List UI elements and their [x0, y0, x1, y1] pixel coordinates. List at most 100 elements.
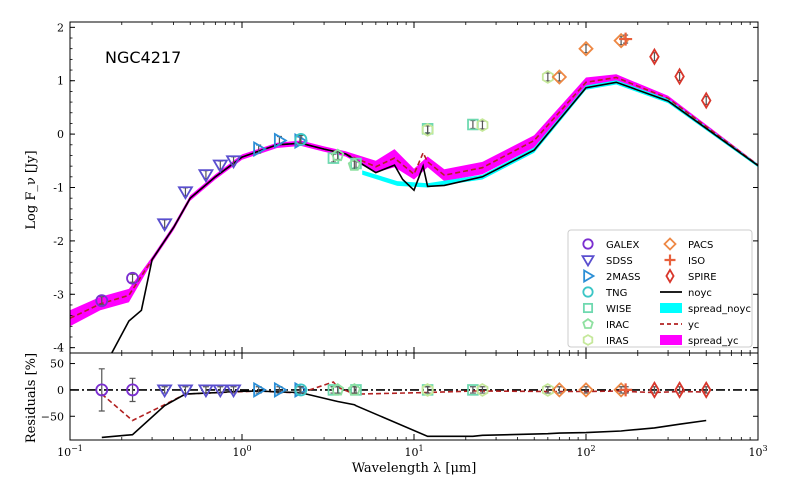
ytick-label-main: 2 [57, 21, 64, 34]
legend-label-galex: GALEX [606, 240, 639, 251]
legend: GALEX SDSS 2MASS TNG WISE IRAC IRAS PACS ISO SPIR… [567, 229, 753, 348]
xtick-label: 103 [748, 444, 767, 459]
line-noyc [110, 81, 758, 353]
residual-point-spire-0 [649, 380, 660, 399]
ytick-label-main: -1 [53, 182, 64, 195]
main-observations [95, 32, 712, 308]
ytick-label-res: −50 [41, 410, 64, 423]
xtick-label: 100 [232, 444, 251, 459]
ytick-label-res: 50 [50, 358, 64, 371]
legend-label-irac: IRAC [606, 320, 629, 331]
legend-marker-irac [582, 317, 594, 329]
y-axis-label-residuals: Residuals [%] [24, 353, 39, 443]
legend-label-wise: WISE [606, 304, 632, 315]
legend-label-tng: TNG [605, 288, 627, 299]
residual-errorbar-irac [334, 386, 341, 394]
xtick-label: 102 [576, 444, 595, 459]
residual-errorbar-pacs [583, 386, 589, 394]
residual-point-sdss-2 [197, 384, 215, 399]
ytick-label-main: -3 [53, 288, 64, 301]
legend-label-2mass: 2MASS [606, 272, 641, 283]
legend-label-yc: yc [688, 320, 699, 331]
legend-marker-wise [582, 302, 594, 314]
point-sdss-0 [156, 218, 173, 233]
residual-errorbar-galex [129, 377, 136, 403]
point-iras-2 [541, 70, 554, 84]
residual-point-sdss-3 [212, 384, 229, 399]
residual-point-irac-0 [331, 382, 345, 396]
point-iso-0 [619, 32, 633, 46]
residual-point-irac-1 [347, 382, 361, 396]
chart-title: NGC4217 [105, 48, 181, 67]
legend-label-spread_noyc: spread_noyc [688, 304, 751, 315]
legend-label-iso: ISO [688, 256, 705, 267]
errorbar-galex [130, 273, 136, 283]
residual-point-tng-0 [294, 383, 308, 397]
point-pacs-1 [578, 40, 594, 57]
point-2mass-1 [273, 132, 288, 149]
point-sdss-2 [197, 169, 215, 183]
legend-marker-galex [582, 238, 594, 250]
residual-point-sdss-1 [177, 384, 194, 399]
errorbar-iras [545, 72, 551, 82]
residual-errorbar-irac [351, 386, 358, 394]
residual-line-noyc [101, 390, 707, 439]
residual-errorbar-galex [98, 368, 105, 412]
legend-marker-tng [582, 286, 594, 298]
point-wise-1 [350, 157, 362, 170]
errorbar-galex [99, 296, 105, 306]
residual-point-iras-0 [421, 383, 434, 397]
xtick-label: 101 [404, 444, 423, 459]
legend-label-pacs: PACS [688, 240, 713, 251]
legend-label-sdss: SDSS [606, 256, 633, 267]
xtick-label: 10−1 [57, 444, 83, 459]
errorbar-pacs [556, 72, 562, 82]
residual-point-2mass-0 [253, 381, 267, 398]
ytick-label-res: 0 [57, 384, 64, 397]
point-2mass-0 [253, 140, 267, 158]
residual-point-iso-0 [619, 383, 633, 397]
legend-swatch-spread_noyc [660, 303, 682, 313]
point-pacs-0 [551, 69, 568, 85]
point-iras-0 [421, 122, 434, 137]
main-plot-area [70, 74, 758, 353]
legend-marker-spire [665, 268, 675, 284]
ytick-label-main: 1 [57, 75, 64, 88]
residual-point-pacs-0 [551, 382, 568, 398]
ytick-label-main: -2 [53, 235, 64, 248]
residual-point-spire-2 [700, 380, 712, 399]
errorbar-pacs [583, 44, 589, 54]
legend-marker-sdss [580, 255, 596, 268]
errorbar-tng [298, 134, 304, 145]
ytick-label-main: 0 [57, 128, 64, 141]
legend-marker-iras [582, 334, 594, 346]
point-tng-0 [294, 133, 308, 146]
point-irac-0 [331, 148, 345, 162]
residual-point-2mass-1 [273, 381, 288, 398]
legend-label-iras: IRAS [606, 336, 629, 347]
residual-point-pacs-1 [578, 382, 594, 398]
x-axis-label: Wavelength λ [μm] [352, 461, 477, 476]
point-galex-1 [126, 271, 139, 285]
residual-errorbar-wise [469, 386, 476, 394]
legend-marker-2mass [583, 268, 596, 284]
errorbar-pacs [618, 36, 624, 46]
residuals-plot-area [70, 368, 758, 439]
point-spire-1 [674, 67, 685, 86]
point-sdss-1 [177, 186, 194, 201]
point-spire-0 [649, 47, 660, 66]
residual-errorbar-iras [424, 386, 431, 394]
residual-point-galex-1 [126, 383, 139, 397]
legend-label-spire: SPIRE [688, 272, 717, 283]
residual-errorbar-tng [297, 386, 304, 394]
ytick-label-main: -4 [53, 342, 64, 355]
residual-errorbar-iras [479, 386, 486, 394]
legend-label-spread_yc: spread_yc [688, 336, 739, 347]
legend-box [567, 229, 753, 348]
residual-point-spire-1 [674, 380, 685, 399]
point-sdss-4 [225, 155, 242, 170]
residual-errorbar-iras [544, 386, 551, 394]
point-iras-1 [476, 118, 489, 132]
residual-point-sdss-4 [225, 384, 242, 399]
residual-point-iras-1 [476, 383, 489, 397]
